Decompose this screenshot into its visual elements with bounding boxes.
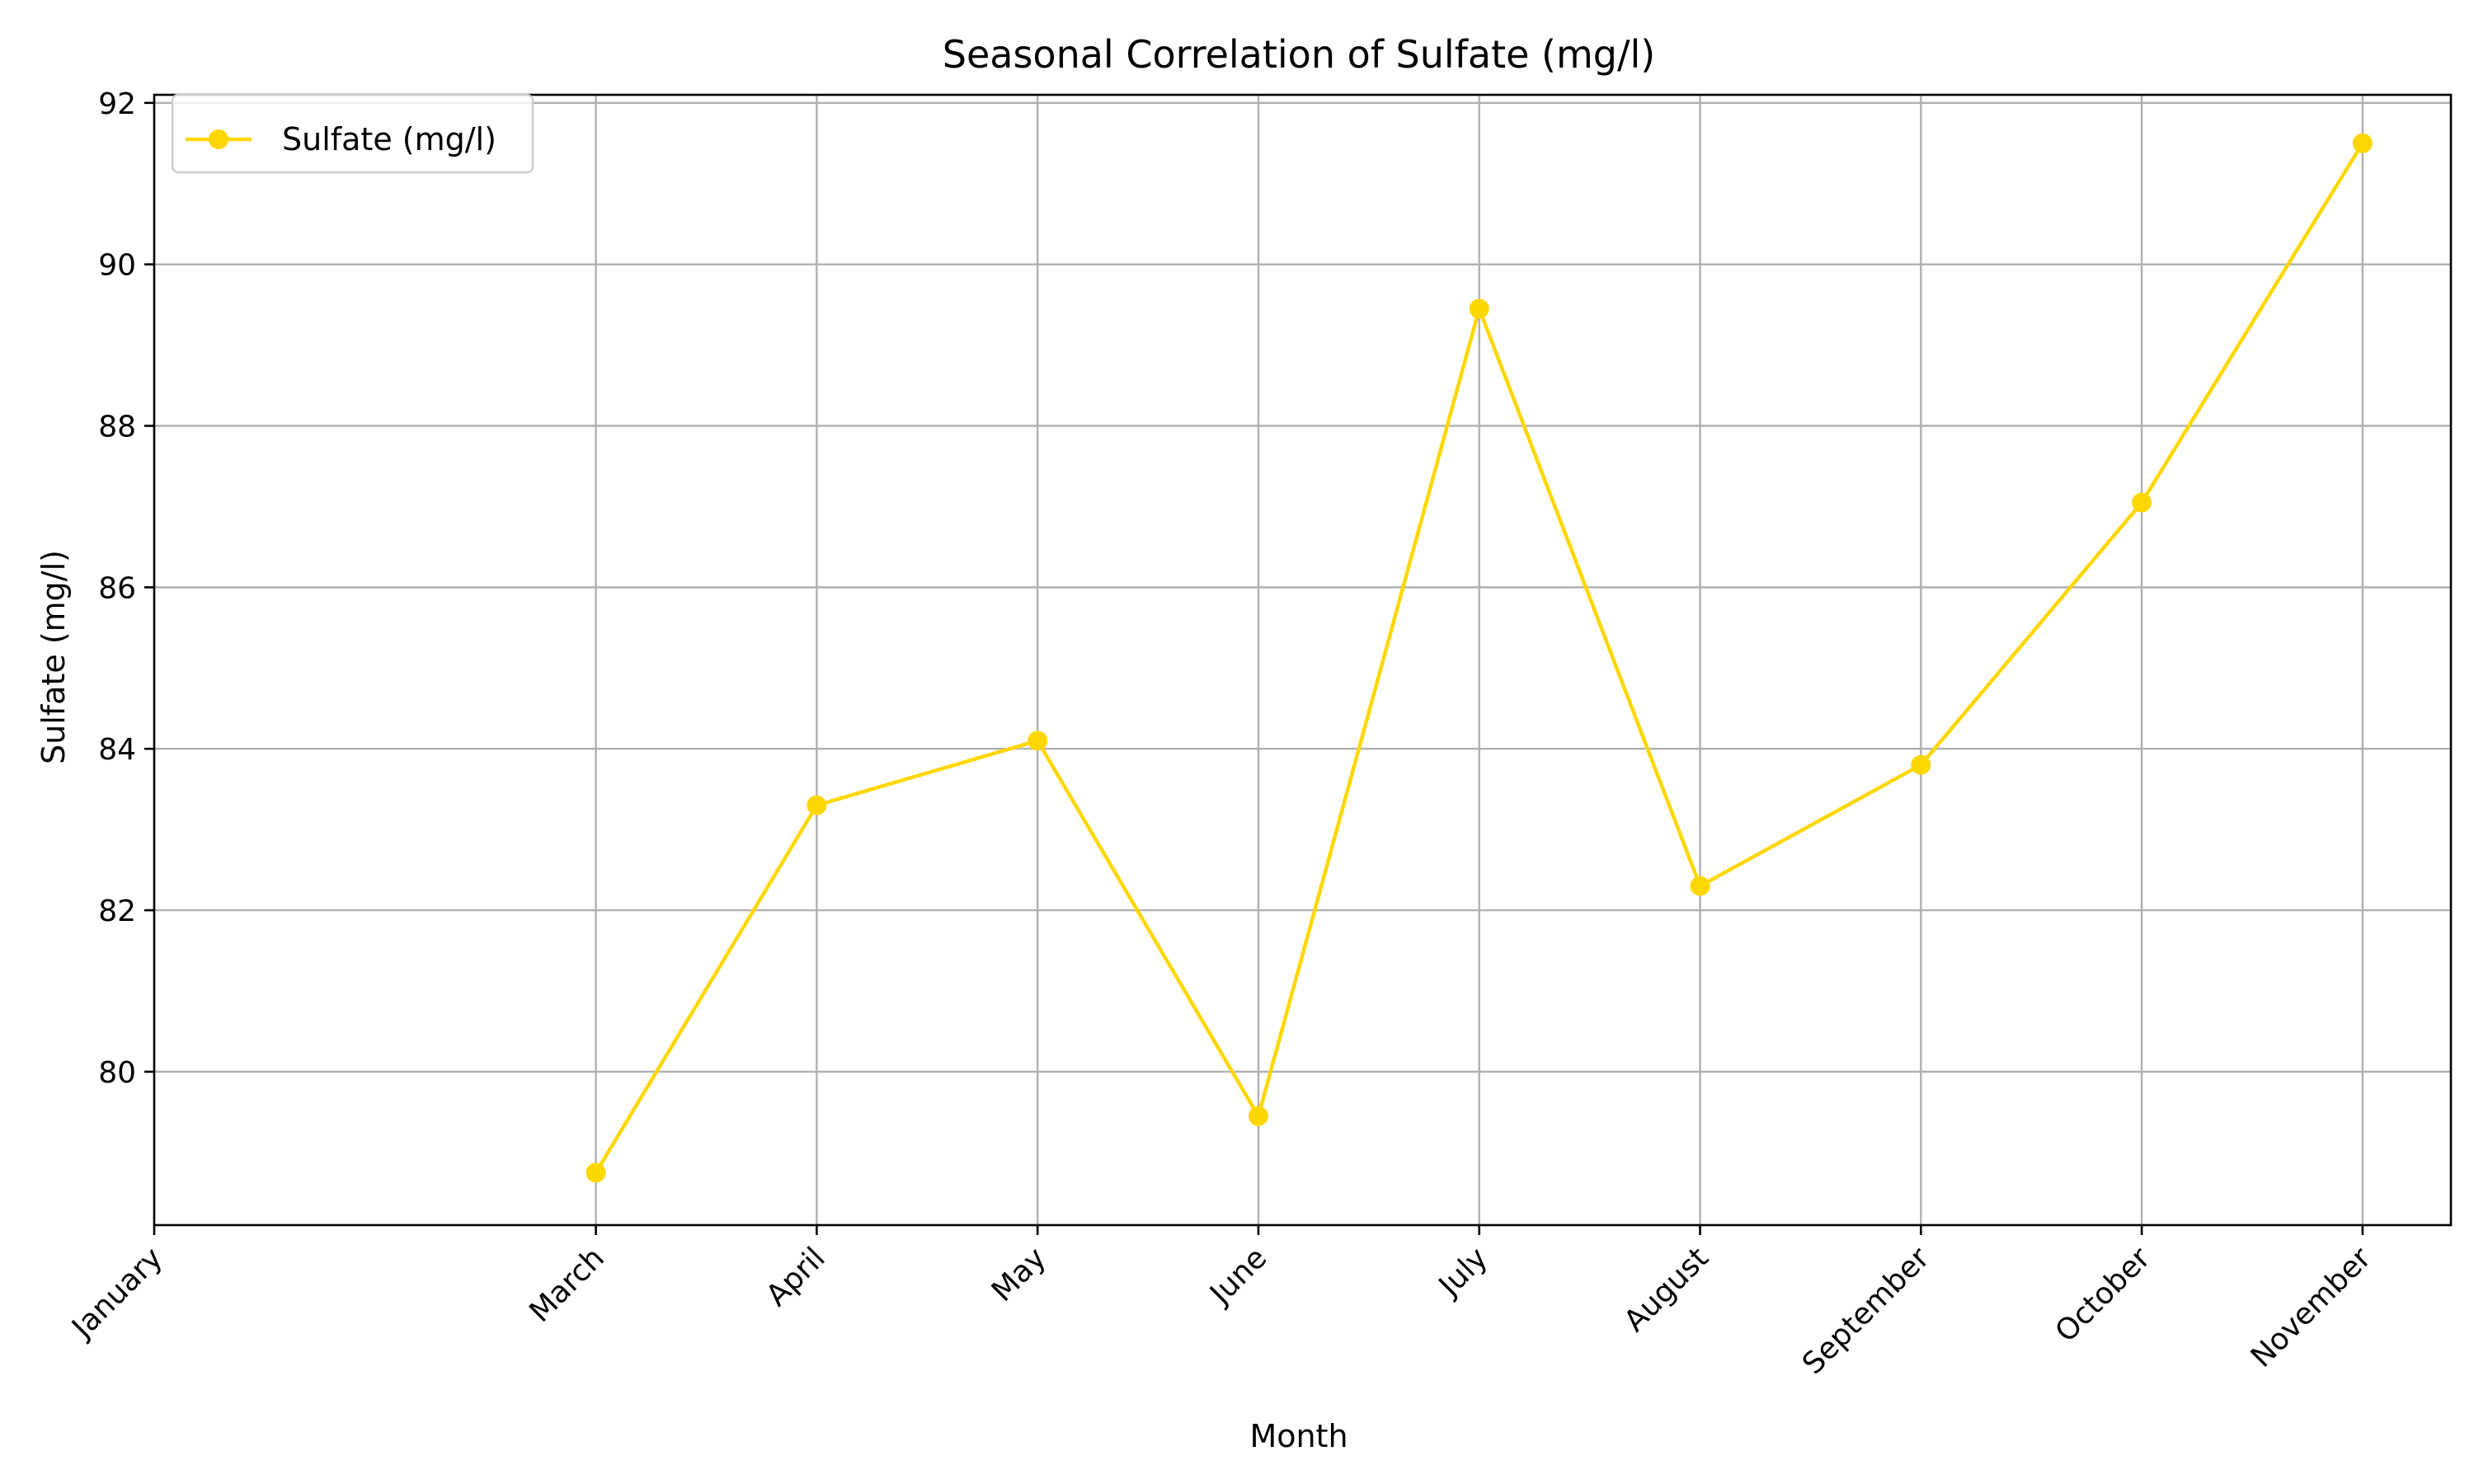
legend-marker-swatch <box>209 129 228 149</box>
y-tick-label: 92 <box>98 87 136 121</box>
y-tick-label: 82 <box>98 895 136 928</box>
y-tick-label: 84 <box>98 733 136 767</box>
y-tick-label: 80 <box>98 1056 136 1090</box>
chart-title: Seasonal Correlation of Sulfate (mg/l) <box>943 32 1655 77</box>
y-tick-label: 90 <box>98 249 136 283</box>
data-series <box>586 133 2373 1183</box>
data-point <box>2352 133 2373 153</box>
data-point <box>2132 492 2152 513</box>
y-tick-label: 86 <box>98 571 136 605</box>
legend-box <box>171 93 534 174</box>
legend: Sulfate (mg/l) <box>171 93 534 174</box>
x-axis-label: Month <box>1249 1418 1348 1454</box>
data-point <box>1911 754 1931 775</box>
y-axis-ticks: 80 82 84 86 88 90 92 <box>98 87 154 1090</box>
grid <box>153 95 2451 1225</box>
y-axis-label: Sulfate (mg/l) <box>35 550 72 764</box>
data-point <box>807 795 827 815</box>
data-point <box>1690 876 1710 896</box>
y-tick-label: 88 <box>98 411 136 444</box>
data-point <box>1248 1106 1268 1126</box>
data-point <box>1028 730 1048 751</box>
data-point <box>586 1162 606 1183</box>
legend-label: Sulfate (mg/l) <box>282 121 496 157</box>
plot-area-frame <box>153 93 2453 1227</box>
data-point <box>1469 298 1489 319</box>
